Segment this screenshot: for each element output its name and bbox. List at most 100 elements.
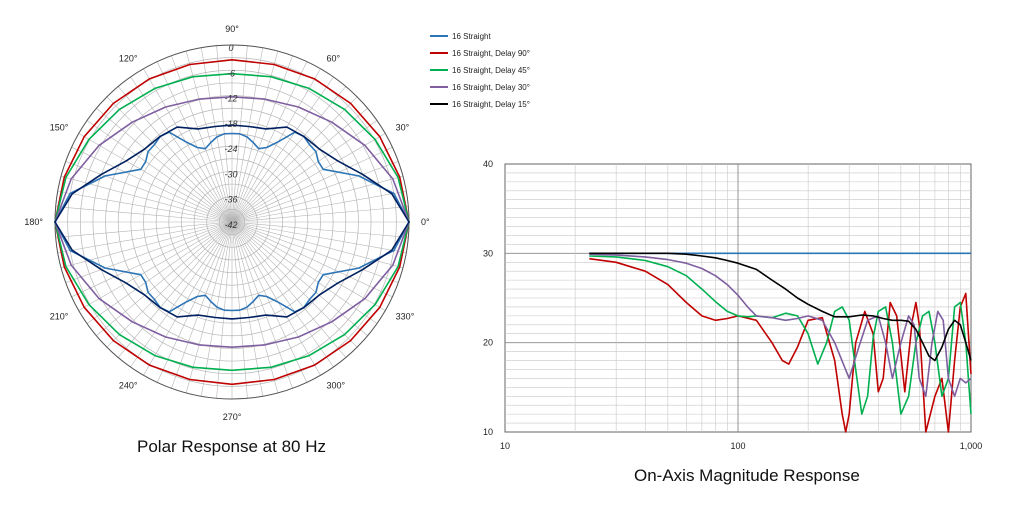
polar-angle-label: 60° <box>327 53 341 63</box>
polar-spoke <box>231 221 368 337</box>
polar-angle-label: 330° <box>396 312 415 322</box>
polar-spoke <box>231 107 368 223</box>
polar-spoke <box>200 221 233 397</box>
polar-angle-label: 120° <box>119 53 138 63</box>
legend-label: 16 Straight, Delay 15° <box>452 100 530 109</box>
polar-spoke <box>143 221 233 376</box>
polar-radial-label: 0 <box>228 43 233 53</box>
polar-spoke <box>78 133 233 223</box>
polar-spoke <box>231 76 334 223</box>
legend-label: 16 Straight, Delay 30° <box>452 83 530 92</box>
legend-label: 16 Straight <box>452 32 491 41</box>
y-tick-label: 30 <box>483 248 493 258</box>
polar-angle-label: 270° <box>223 412 242 422</box>
polar-spoke <box>171 221 233 389</box>
polar-series-line <box>54 124 410 320</box>
polar-radial-label: -6 <box>227 68 235 78</box>
polar-spoke <box>171 55 233 223</box>
polar-spoke <box>231 47 264 223</box>
polar-spoke <box>78 221 233 311</box>
polar-spoke <box>156 61 233 223</box>
polar-spoke <box>231 221 293 389</box>
magnitude-response-chart: 10 20 30 40 10 100 1,000 <box>483 159 982 451</box>
polar-spoke <box>231 161 399 223</box>
polar-spoke <box>60 175 233 223</box>
polar-spoke <box>117 86 233 223</box>
polar-spoke <box>231 221 279 394</box>
y-tick-label: 40 <box>483 159 493 169</box>
polar-spoke <box>231 221 399 283</box>
polar-spoke <box>71 221 233 298</box>
polar-spoke <box>231 206 409 223</box>
polar-spoke <box>231 221 358 348</box>
polar-spoke <box>55 206 233 223</box>
legend-label: 16 Straight, Delay 90° <box>452 49 530 58</box>
polar-spoke <box>231 50 279 223</box>
polar-angle-label: 90° <box>225 24 239 34</box>
polar-spoke <box>231 221 334 368</box>
polar-spoke <box>231 68 321 223</box>
x-tick-label: 100 <box>730 441 745 451</box>
polar-spoke <box>65 221 233 283</box>
magnitude-series-line <box>589 253 972 398</box>
polar-angle-label: 0° <box>421 217 430 227</box>
polar-radial-label: -12 <box>224 94 237 104</box>
polar-radial-label: -30 <box>224 169 237 179</box>
x-tick-label: 1,000 <box>960 441 983 451</box>
polar-spoke <box>231 175 404 223</box>
magnitude-chart-title: On-Axis Magnitude Response <box>634 466 860 485</box>
polar-angle-label: 150° <box>50 123 69 133</box>
polar-spoke <box>231 221 308 383</box>
polar-spoke <box>65 161 233 223</box>
polar-spoke <box>200 47 233 223</box>
polar-spoke <box>96 107 233 223</box>
polar-spoke <box>185 50 233 223</box>
y-tick-label: 10 <box>483 427 493 437</box>
polar-spoke <box>156 221 233 383</box>
polar-spoke <box>231 221 264 397</box>
polar-angle-label: 240° <box>119 381 138 391</box>
polar-spoke <box>231 221 407 254</box>
polar-spoke <box>231 96 358 223</box>
polar-spoke <box>231 190 407 223</box>
polar-spoke <box>130 76 233 223</box>
polar-spoke <box>55 221 233 238</box>
polar-spoke <box>96 221 233 337</box>
polar-spoke <box>57 221 233 254</box>
magnitude-series-line <box>589 255 972 415</box>
polar-spoke <box>71 146 233 223</box>
polar-radial-label: -24 <box>224 144 237 154</box>
legend-label: 16 Straight, Delay 45° <box>452 66 530 75</box>
polar-spoke <box>117 221 233 358</box>
polar-spoke <box>231 146 393 223</box>
polar-spoke <box>130 221 233 368</box>
polar-spoke <box>185 221 233 394</box>
polar-radial-label: -18 <box>224 119 237 129</box>
polar-spoke <box>231 221 347 358</box>
polar-angle-label: 210° <box>50 312 69 322</box>
polar-response-chart: 0 -6 -12 -18 -24 -30 -36 -42 0° 30° 60° 90° 120° 150°… <box>24 24 430 422</box>
polar-spoke <box>231 86 347 223</box>
polar-spoke <box>231 55 293 223</box>
magnitude-series-line <box>589 252 972 362</box>
polar-angle-label: 180° <box>24 217 43 227</box>
polar-chart-title: Polar Response at 80 Hz <box>137 437 326 456</box>
polar-spoke <box>231 133 386 223</box>
polar-spoke <box>106 221 233 348</box>
y-tick-label: 20 <box>483 338 493 348</box>
polar-radial-label: -42 <box>224 220 237 230</box>
polar-spoke <box>231 61 308 223</box>
polar-angle-label: 300° <box>327 381 346 391</box>
polar-spoke <box>231 221 409 238</box>
polar-spoke <box>57 190 233 223</box>
magnitude-series-line <box>589 257 972 433</box>
polar-spoke <box>143 68 233 223</box>
polar-spoke <box>231 221 321 376</box>
polar-spoke <box>231 221 386 311</box>
polar-spoke <box>106 96 233 223</box>
legend: 16 Straight 16 Straight, Delay 90° 16 Stra… <box>430 32 530 109</box>
polar-spoke <box>60 221 233 269</box>
polar-radial-label: -36 <box>224 195 237 205</box>
x-tick-label: 10 <box>500 441 510 451</box>
